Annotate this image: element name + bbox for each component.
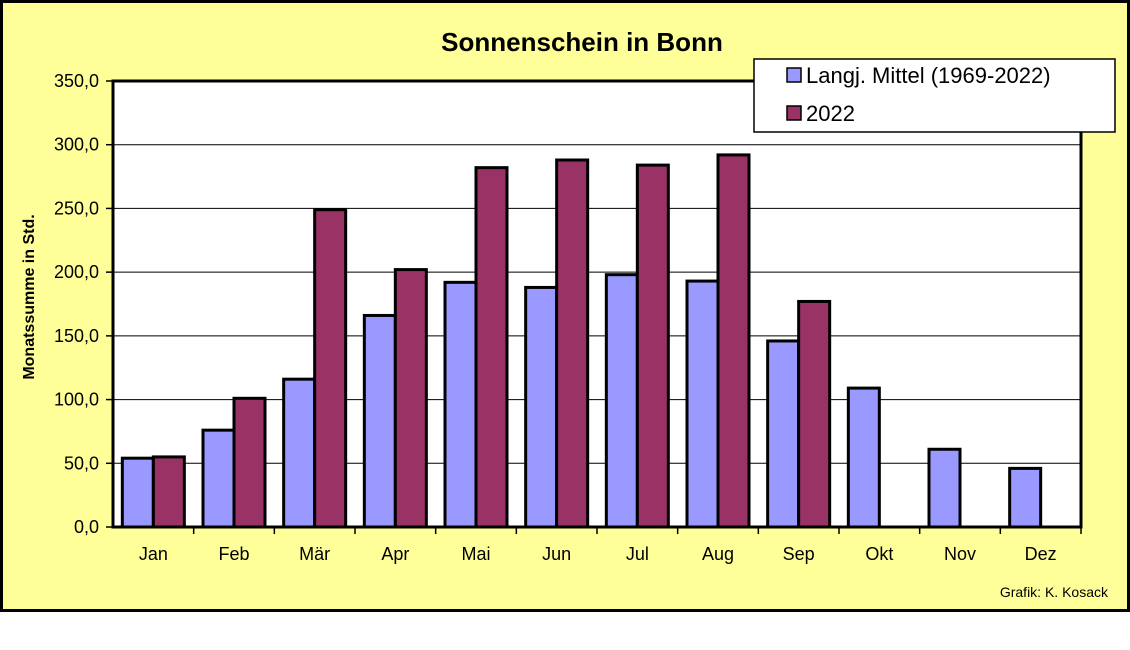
y-tick-label: 300,0: [54, 135, 99, 155]
y-tick-label: 150,0: [54, 326, 99, 346]
bar-2022-Mai: [474, 166, 509, 529]
chart-title: Sonnenschein in Bonn: [441, 27, 723, 57]
x-tick-label: Sep: [783, 544, 815, 564]
bar-mittel-Aug: [685, 279, 720, 529]
y-tick-label: 350,0: [54, 71, 99, 91]
y-tick-label: 0,0: [74, 517, 99, 537]
legend-swatch-2022: [786, 105, 802, 121]
y-tick-label: 250,0: [54, 198, 99, 218]
bar-2022-Feb: [232, 396, 267, 529]
grid-lines: [113, 144, 1081, 464]
bar-mittel-Feb: [201, 428, 236, 529]
bar-mittel-Okt: [846, 386, 881, 529]
x-tick-label: Aug: [702, 544, 734, 564]
bars-group: [120, 153, 1043, 529]
y-tick-label: 100,0: [54, 390, 99, 410]
bar-2022-Aug: [716, 153, 751, 529]
x-tick-label: Feb: [218, 544, 249, 564]
bar-mittel-Mai: [443, 280, 478, 529]
bar-2022-Sep: [797, 299, 832, 529]
bar-mittel-Apr: [362, 313, 397, 529]
bar-mittel-Jun: [524, 285, 559, 529]
x-tick-label: Dez: [1025, 544, 1057, 564]
x-tick-label: Jun: [542, 544, 571, 564]
x-tick-label: Jul: [626, 544, 649, 564]
chart-svg: Sonnenschein in Bonn Monatssumme in Std.…: [21, 27, 1116, 600]
credit-label: Grafik: K. Kosack: [1000, 584, 1109, 600]
y-tick-label: 50,0: [64, 453, 99, 473]
bar-2022-Apr: [393, 268, 428, 529]
bar-2022-Jan: [151, 455, 186, 529]
bar-2022-Mär: [313, 208, 348, 529]
bar-mittel-Nov: [927, 447, 962, 529]
y-axis-label: Monatssumme in Std.: [21, 214, 38, 379]
legend-box: [753, 58, 1116, 133]
y-tick-label: 200,0: [54, 262, 99, 282]
bar-mittel-Jan: [120, 456, 155, 529]
x-tick-label: Jan: [139, 544, 168, 564]
bar-mittel-Jul: [604, 273, 639, 529]
bar-mittel-Mär: [282, 377, 317, 529]
x-tick-label: Mai: [461, 544, 490, 564]
plot-area: [111, 79, 1083, 529]
bar-2022-Jun: [555, 158, 590, 529]
bar-mittel-Sep: [766, 339, 801, 529]
legend-label-mittel: Langj. Mittel (1969-2022): [806, 63, 1051, 88]
x-tick-label: Apr: [381, 544, 409, 564]
bar-2022-Jul: [635, 163, 670, 529]
legend: Langj. Mittel (1969-2022) 2022: [753, 58, 1116, 133]
legend-swatch-mittel: [786, 67, 802, 83]
bar-mittel-Dez: [1008, 466, 1043, 529]
x-tick-label: Nov: [944, 544, 976, 564]
legend-label-2022: 2022: [806, 101, 855, 126]
y-axis-ticks: 0,0 50,0 100,0 150,0 200,0 250,0 300,0 350,0: [54, 71, 113, 537]
x-tick-label: Okt: [865, 544, 893, 564]
x-tick-label: Mär: [299, 544, 330, 564]
x-axis-ticks: Jan Feb Mär Apr Mai Jun Jul Aug Sep Okt Nov Dez: [139, 527, 1082, 564]
